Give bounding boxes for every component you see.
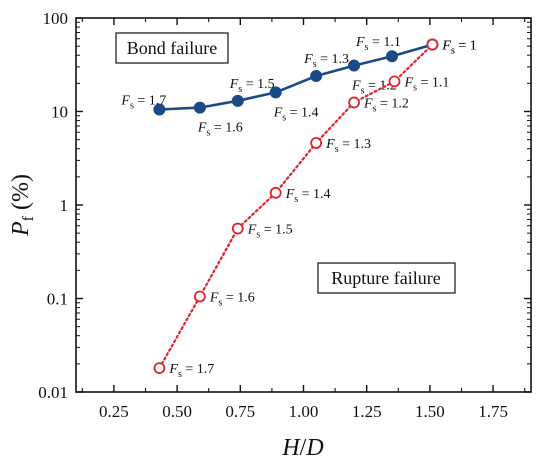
fs-label: Fs = 1.4: [273, 105, 319, 123]
x-tick-label: 0.50: [162, 402, 192, 421]
fs-label: Fs = 1.5: [247, 223, 293, 241]
fs-label: Fs = 1.6: [209, 291, 255, 309]
bond-failure-point: [193, 101, 206, 114]
fs-label: Fs = 1.1: [404, 75, 450, 93]
rupture-failure-point: [231, 222, 244, 235]
y-axis-title-sub: f: [20, 215, 37, 221]
bond-failure-point: [153, 103, 166, 116]
rupture-failure-point: [348, 96, 360, 109]
bond-failure-box: Bond failure: [115, 32, 229, 64]
bond-failure-box-frame: [115, 32, 229, 64]
fs-label: Fs = 1: [441, 39, 476, 57]
y-axis-title-main: P: [8, 221, 34, 237]
fs-label: Fs = 1.5: [229, 77, 275, 95]
fs-label: Fs = 1.4: [285, 187, 331, 205]
x-tick-label: 1.75: [478, 402, 508, 421]
svg-text:Pf (%): Pf (%): [8, 174, 37, 237]
plot-layer: 0.25 0.50 0.75 1.00 1.25 1.50 1.75 0.01 0.1 1 10 10…: [38, 9, 531, 421]
x-tick-label: 0.25: [99, 402, 129, 421]
x-axis-title: H/D: [281, 435, 323, 461]
fs-label: Fs = 1.7: [168, 362, 214, 380]
bond-failure-point: [385, 50, 398, 63]
y-tick-label: 10: [51, 103, 68, 122]
bond-failure-point: [231, 94, 244, 107]
x-tick-label: 1.00: [289, 402, 319, 421]
rupture-failure-point: [153, 362, 166, 375]
rupture-failure-point: [388, 75, 401, 88]
fs-label: Fs = 1.6: [197, 121, 243, 139]
plot-frame: [75, 17, 532, 393]
x-axis-title-slash: /: [300, 435, 307, 461]
bond-failure-line: [159, 43, 433, 111]
rupture-failure-point: [426, 38, 439, 51]
fs-label: Fs = 1.7: [120, 94, 166, 112]
y-tick-label: 1: [60, 196, 69, 215]
x-axis-title-h: H: [281, 435, 301, 461]
y-axis-title: Pf (%): [8, 174, 37, 237]
rupture-failure-box-frame: [317, 262, 456, 294]
fs-label: Fs = 1.1: [355, 35, 401, 53]
y-tick-label: 100: [43, 9, 69, 28]
rupture-failure-line: [158, 43, 434, 370]
y-axis-title-unit: (%): [8, 174, 34, 216]
y-tick-label: 0.1: [47, 290, 68, 309]
rupture-failure-label: Rupture failure: [331, 268, 440, 288]
rupture-failure-point: [193, 290, 206, 303]
x-tick-label: 1.50: [415, 402, 445, 421]
bond-failure-point: [310, 69, 323, 82]
x-tick-label: 1.25: [352, 402, 382, 421]
fs-label: Fs = 1: [441, 39, 476, 57]
fs-label: Fs = 1.3: [303, 52, 349, 70]
y-tick-label: 0.01: [38, 383, 68, 402]
bond-failure-label: Bond failure: [127, 38, 217, 58]
rupture-failure-point: [269, 186, 282, 199]
rupture-failure-box: Rupture failure: [317, 262, 456, 294]
fs-label: Fs = 1.2: [363, 96, 409, 114]
fs-label: Fs = 1.3: [325, 137, 371, 155]
bond-failure-point: [269, 86, 282, 99]
rupture-failure-point: [310, 137, 323, 149]
x-tick-label: 0.75: [225, 402, 255, 421]
x-axis-title-d: D: [305, 435, 323, 461]
bond-failure-point: [348, 59, 361, 72]
rupture-failure-series: Fs = 1.7 Fs = 1.6 Fs = 1.5 Fs = 1.4 Fs = 1.3…: [153, 38, 477, 380]
